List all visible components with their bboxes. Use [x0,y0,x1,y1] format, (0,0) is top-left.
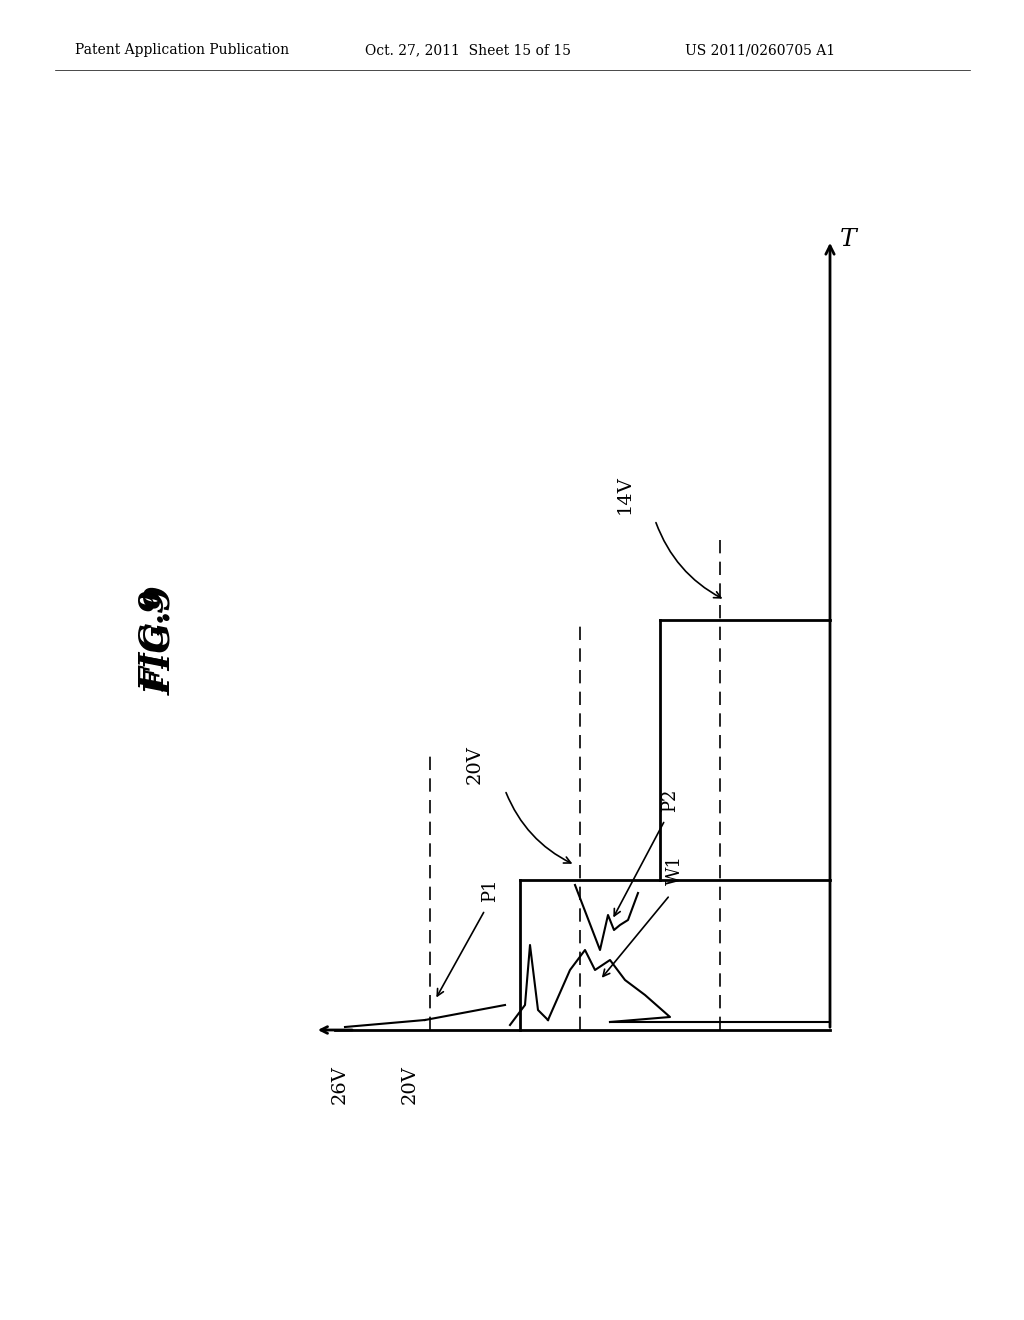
Text: 20V: 20V [401,1065,419,1105]
Text: 20V: 20V [466,746,484,784]
Text: US 2011/0260705 A1: US 2011/0260705 A1 [685,44,836,57]
Text: FIG.9: FIG.9 [138,589,171,690]
Text: Patent Application Publication: Patent Application Publication [75,44,289,57]
Text: P2: P2 [662,788,679,812]
Text: P1: P1 [481,878,499,902]
Text: W1: W1 [666,855,684,884]
Text: T: T [840,228,856,252]
Text: FIG.9: FIG.9 [143,585,177,694]
Text: Oct. 27, 2011  Sheet 15 of 15: Oct. 27, 2011 Sheet 15 of 15 [365,44,571,57]
Text: 14V: 14V [616,475,634,515]
Text: 26V: 26V [331,1065,349,1105]
